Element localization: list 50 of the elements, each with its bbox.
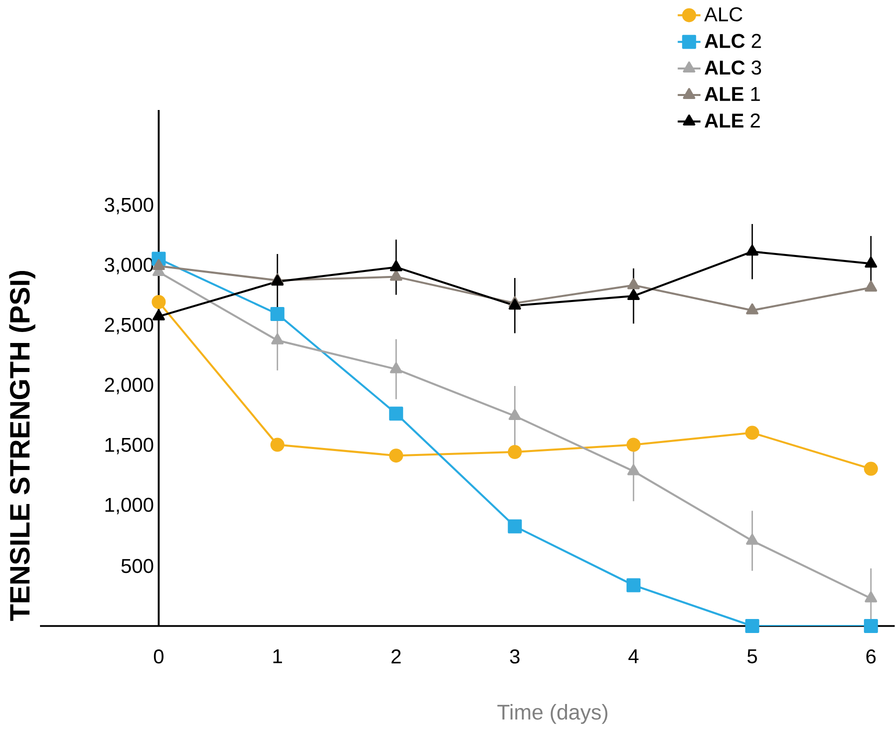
legend-label: ALE 2 [704,114,760,128]
legend-label: ALE 1 [704,87,760,101]
point [626,578,641,592]
x-tick-label: 0 [154,649,164,664]
point [864,280,878,292]
point [864,619,878,633]
point [508,445,522,459]
x-tick-label: 4 [628,649,638,664]
y-tick-label: 1,500 [105,438,154,454]
x-tick-label: 6 [866,649,876,664]
point [390,260,402,272]
point [390,362,402,374]
legend-label: ALC [704,7,742,22]
point [745,619,760,633]
y-tick-label: 3,000 [104,258,154,274]
x-tick-label: 1 [273,649,282,664]
point [627,278,640,290]
point [745,426,760,440]
x-tick-label: 3 [510,649,520,664]
y-axis-title: TENSILE STRENGTH (PSI) [9,271,36,621]
point [390,270,402,281]
y-tick-label: 2,000 [104,378,154,394]
point [508,519,522,534]
point [508,298,522,310]
point [270,438,284,452]
point [627,464,640,476]
point [508,409,522,420]
x-tick-label: 2 [392,649,401,664]
point [864,462,878,476]
point [271,333,284,344]
legend-label: ALC 2 [704,34,761,48]
point [626,438,641,452]
y-tick-label: 1,000 [105,498,154,514]
y-tick-label: 2,500 [104,318,154,334]
point [389,448,404,463]
point [389,406,404,421]
point [746,244,758,256]
point [746,534,758,545]
point [152,309,165,320]
point [270,307,284,321]
point [864,256,878,268]
point [627,289,640,300]
y-tick-label: 3,500 [104,198,154,214]
x-axis-title: Time (days) [497,704,608,724]
legend-label: ALC 3 [704,60,762,75]
point [152,295,166,309]
x-tick-label: 5 [747,649,757,664]
point [746,303,758,314]
y-tick-label: 500 [121,558,154,574]
point [152,259,165,270]
